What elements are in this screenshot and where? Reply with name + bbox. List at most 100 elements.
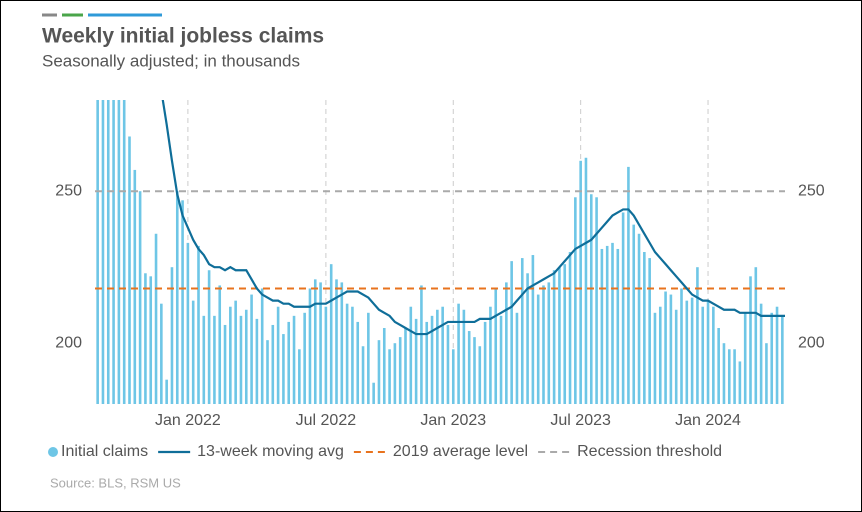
y2-tick-label: 250 (798, 182, 825, 199)
bar (674, 309, 678, 404)
bar (191, 300, 195, 404)
bar (319, 282, 322, 404)
bar (298, 349, 301, 404)
bar (244, 309, 248, 404)
source: Source: BLS, RSM US (50, 475, 181, 490)
bar (770, 312, 774, 404)
bar (149, 276, 153, 404)
bar (552, 270, 556, 404)
bar (202, 315, 206, 404)
bar (388, 349, 391, 404)
bar (483, 321, 487, 404)
bar (611, 242, 614, 404)
bar (197, 245, 200, 404)
bar (600, 248, 604, 404)
y-tick-label: 200 (55, 334, 82, 351)
bar (505, 282, 508, 404)
bar (96, 100, 99, 404)
bar (329, 264, 333, 404)
bar (669, 294, 673, 404)
bar (462, 309, 466, 404)
bar (584, 157, 588, 404)
bar (207, 270, 211, 404)
bar (425, 321, 429, 404)
bar (223, 324, 227, 404)
bar (186, 242, 190, 404)
bar (308, 288, 312, 404)
bar (287, 321, 291, 404)
bar (759, 303, 763, 404)
bar (436, 309, 439, 404)
bar (595, 197, 598, 404)
bar (441, 306, 444, 404)
legend-label: Recession threshold (577, 443, 722, 460)
bar (303, 312, 306, 404)
bar (340, 282, 344, 404)
x-tick-label: Jan 2023 (420, 412, 486, 429)
bar (690, 297, 694, 404)
bar (160, 303, 163, 404)
bar (372, 382, 375, 404)
bar (377, 340, 381, 404)
bar (467, 331, 471, 404)
bar (112, 100, 115, 404)
bar (313, 279, 317, 404)
bar (568, 252, 572, 404)
bar (733, 349, 736, 404)
bar (685, 300, 689, 404)
bar (627, 166, 630, 404)
bar (393, 343, 397, 404)
bar (494, 288, 498, 404)
bar (696, 267, 699, 404)
bar (356, 321, 360, 404)
chart-title: Weekly initial jobless claims (42, 25, 324, 48)
bar (632, 224, 636, 404)
bar (637, 233, 641, 404)
bar (727, 349, 731, 404)
bar (351, 306, 354, 404)
bar (398, 337, 402, 404)
bar (621, 212, 625, 404)
bar (133, 169, 137, 404)
bar (170, 267, 174, 404)
bar (420, 285, 423, 404)
bar (218, 285, 222, 404)
bar (743, 312, 747, 404)
bar (404, 328, 407, 404)
bar (489, 306, 492, 404)
bar (531, 255, 535, 404)
bar (382, 328, 386, 404)
bar (653, 312, 657, 404)
bar (722, 343, 726, 404)
labels: Jan 2022 Jul 2022 Jan 2023 Jul 2023 Jan 2024… (55, 182, 825, 429)
x-tick-label: Jul 2022 (296, 412, 357, 429)
y2-tick-label: 200 (798, 334, 825, 351)
bar (175, 191, 179, 404)
bar (478, 346, 482, 404)
moving-avg-line (161, 100, 785, 336)
bar (717, 328, 720, 404)
bar (276, 306, 280, 404)
bar (616, 248, 620, 404)
bar (701, 306, 705, 404)
bar (106, 100, 110, 404)
bar (335, 279, 338, 404)
bar (765, 343, 768, 404)
bar (706, 300, 710, 404)
bar (579, 160, 582, 404)
legend: Initial claims 13-week moving avg 2019 ave… (48, 443, 722, 460)
x-tick-label: Jan 2022 (155, 412, 221, 429)
bar (515, 312, 519, 404)
legend-label: 13-week moving avg (197, 443, 344, 460)
bar (473, 337, 476, 404)
bar (648, 258, 651, 404)
bar (781, 315, 784, 404)
bar (526, 273, 529, 404)
bar (122, 100, 126, 404)
bar (361, 346, 365, 404)
bar (250, 294, 253, 404)
bar (643, 252, 646, 404)
bar (712, 306, 715, 404)
bar (536, 294, 540, 404)
